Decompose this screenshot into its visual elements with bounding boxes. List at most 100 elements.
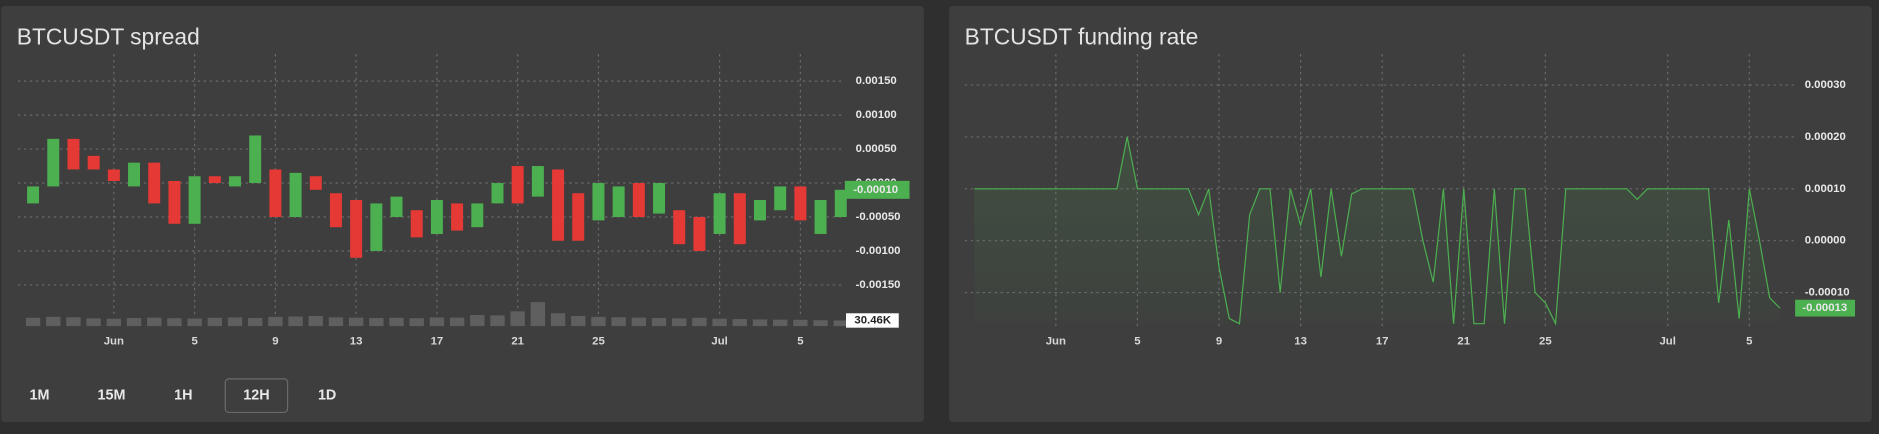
- volume-bar: [86, 318, 101, 327]
- volume-bar: [449, 317, 465, 327]
- candle: [87, 155, 100, 170]
- chart-title: BTCUSDT spread: [17, 23, 200, 49]
- x-tick-label: 21: [1457, 336, 1470, 348]
- last-value-label: -0.00013: [1802, 302, 1847, 314]
- selected-interval-button[interactable]: 12H: [243, 387, 269, 403]
- candle: [612, 186, 625, 217]
- candle: [511, 166, 524, 204]
- x-tick-label: 9: [1216, 336, 1222, 348]
- candle: [269, 169, 282, 217]
- candle: [370, 203, 383, 251]
- volume-bar: [793, 319, 808, 327]
- candle: [451, 203, 464, 231]
- volume-bar: [611, 317, 626, 327]
- candle: [471, 203, 484, 228]
- interval-button[interactable]: 1M: [30, 387, 50, 403]
- volume-bar: [46, 316, 61, 327]
- last-value-label: -0.00010: [853, 184, 898, 196]
- candle: [148, 162, 161, 204]
- interval-button[interactable]: 1H: [174, 387, 192, 403]
- interval-button[interactable]: 15M: [97, 387, 125, 403]
- y-tick-label: 0.00000: [1805, 235, 1846, 247]
- y-tick-label: 0.00050: [856, 143, 897, 155]
- volume-bar: [348, 317, 364, 327]
- candle: [390, 196, 403, 217]
- candle: [309, 176, 322, 190]
- volume-bar: [530, 302, 546, 327]
- candle: [47, 138, 60, 187]
- candle: [592, 183, 605, 221]
- x-tick-label: 5: [1134, 336, 1141, 348]
- candle: [27, 186, 40, 204]
- x-tick-label: Jun: [104, 336, 124, 348]
- candle: [329, 193, 342, 228]
- candle: [531, 166, 544, 197]
- volume-bar: [25, 317, 41, 327]
- x-tick-label: 17: [431, 336, 444, 348]
- volume-bar: [732, 319, 747, 327]
- volume-bar: [369, 317, 384, 327]
- y-tick-label: 0.00030: [1805, 79, 1846, 91]
- volume-bar: [470, 315, 485, 327]
- volume-bar: [833, 320, 848, 327]
- volume-bar: [591, 316, 606, 327]
- volume-bar: [66, 317, 81, 327]
- x-tick-label: 17: [1376, 336, 1389, 348]
- volume-bar: [308, 315, 323, 327]
- volume-bar: [328, 317, 344, 327]
- last-value-box: [1795, 299, 1856, 317]
- candle: [834, 189, 847, 217]
- y-tick-label: -0.00050: [856, 211, 901, 223]
- candle: [673, 210, 686, 245]
- volume-bar: [571, 315, 586, 327]
- x-tick-label: Jul: [1659, 336, 1675, 348]
- volume-bar: [268, 316, 283, 327]
- y-tick-label: -0.00150: [856, 279, 901, 291]
- y-tick-label: 0.00010: [1805, 183, 1846, 195]
- candle: [653, 183, 666, 214]
- candle: [814, 200, 827, 234]
- volume-bar: [752, 319, 768, 327]
- volume-bar: [227, 317, 243, 327]
- chart-title: BTCUSDT funding rate: [965, 23, 1199, 49]
- x-tick-label: 5: [797, 336, 804, 348]
- x-tick-label: 13: [350, 336, 363, 348]
- candle: [491, 183, 504, 204]
- candle: [188, 176, 201, 224]
- volume-bar: [247, 317, 263, 327]
- volume-bar: [672, 318, 687, 327]
- candle: [107, 169, 120, 181]
- volume-bar: [106, 318, 122, 327]
- x-tick-label: 25: [1539, 336, 1552, 348]
- candle: [67, 138, 80, 170]
- interval-button[interactable]: 1D: [318, 387, 336, 403]
- selected-button-frame: [224, 378, 289, 414]
- volume-bar: [147, 317, 162, 327]
- last-value-box: [844, 180, 910, 199]
- y-tick-label: 0.00020: [1805, 131, 1846, 143]
- volume-bar: [389, 317, 404, 327]
- candle: [753, 200, 766, 221]
- candle: [774, 186, 787, 211]
- candle: [168, 180, 181, 224]
- volume-bar: [288, 316, 303, 327]
- x-tick-label: 21: [511, 336, 524, 348]
- candle: [713, 193, 726, 234]
- volume-bar: [631, 317, 647, 327]
- volume-value-label: 30.46K: [854, 314, 891, 326]
- volume-bar: [126, 317, 142, 327]
- y-tick-label: -0.00100: [856, 245, 901, 257]
- volume-value-box: [846, 313, 899, 328]
- candle: [794, 186, 807, 221]
- y-tick-label: 0.00100: [856, 109, 897, 121]
- volume-bar: [187, 318, 202, 327]
- volume-bar: [429, 317, 445, 327]
- candle: [128, 162, 141, 187]
- x-tick-label: 5: [1746, 336, 1753, 348]
- volume-bar: [409, 318, 424, 327]
- volume-bar: [813, 320, 828, 327]
- volume-bar: [772, 319, 788, 327]
- candle: [249, 135, 262, 184]
- x-tick-label: 25: [592, 336, 605, 348]
